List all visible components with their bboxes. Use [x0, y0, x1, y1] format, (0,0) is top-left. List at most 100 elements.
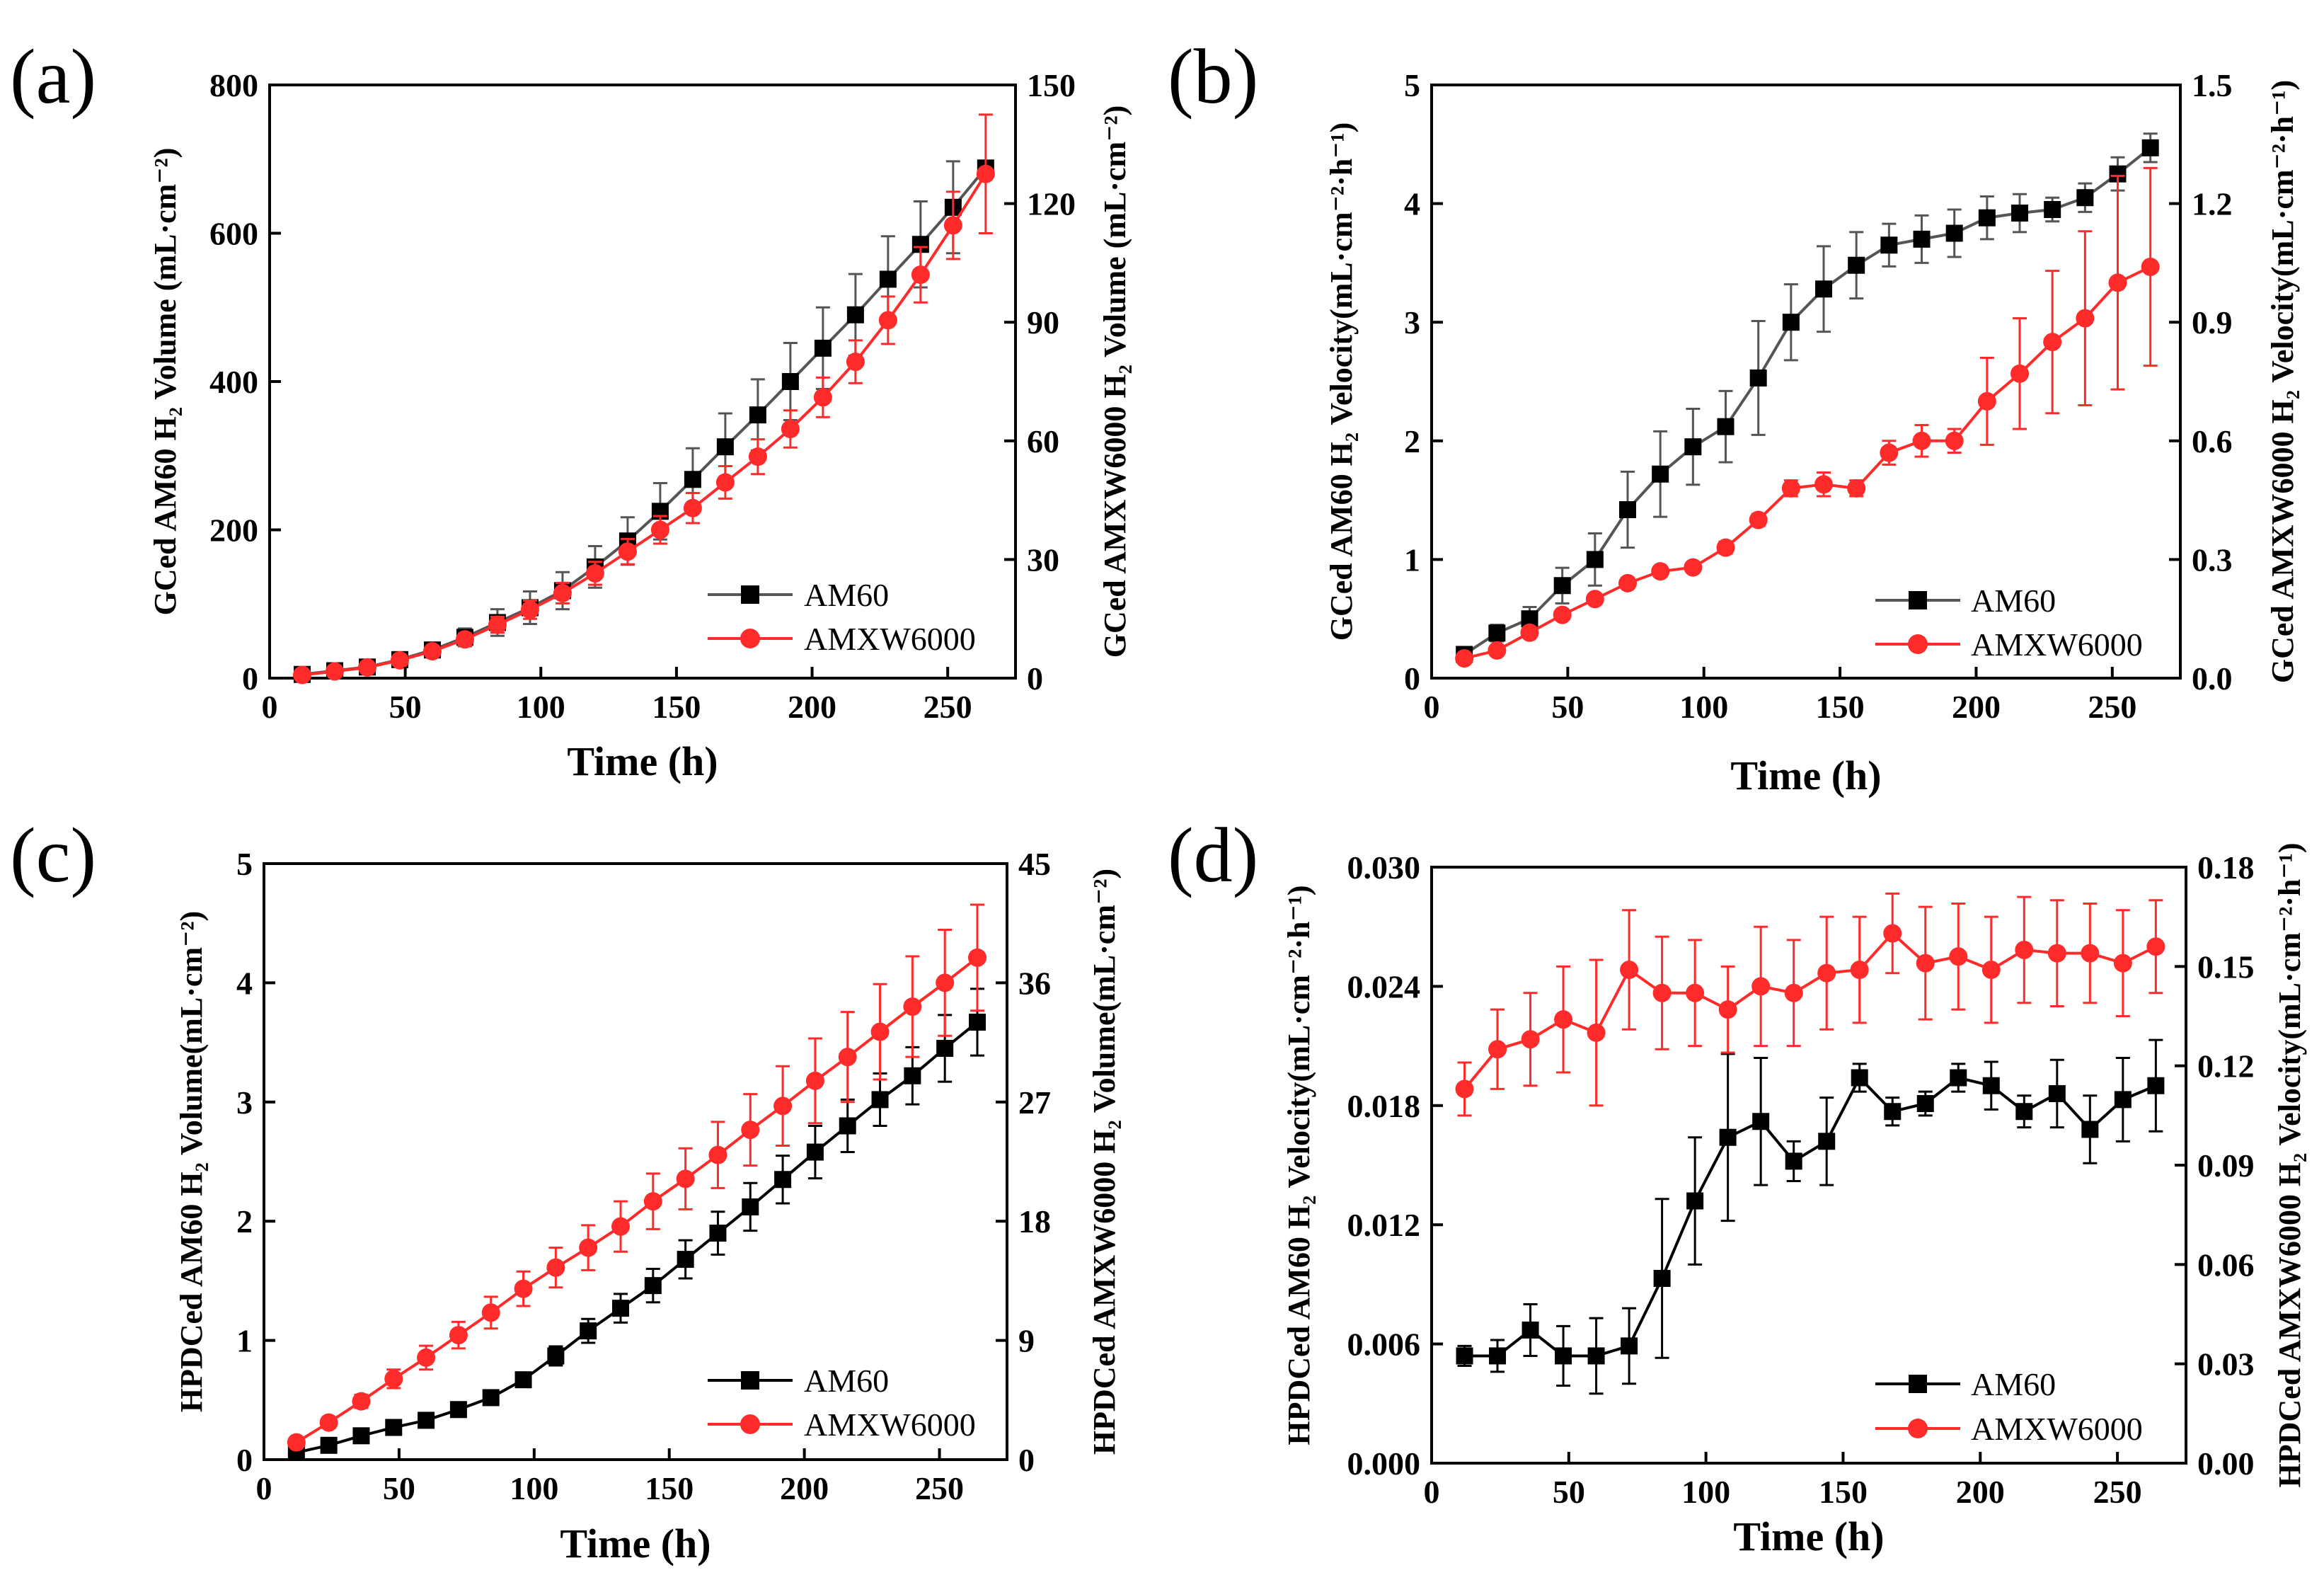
- panel-d-y-left-title: HPDCed AM60 H₂ Velocity(mL·cm⁻²·h⁻¹): [1282, 885, 1316, 1445]
- panel-b-series-am60-point: [2011, 205, 2029, 222]
- panel-d-y-right-tick-label: 0.18: [2197, 849, 2255, 886]
- panel-d-series-am60-point: [1489, 1347, 1507, 1365]
- panel-d-series-amxw6000-point: [2146, 937, 2165, 956]
- panel-c-x-tick-label: 250: [915, 1470, 964, 1506]
- panel-c-series-am60-point: [742, 1198, 759, 1215]
- panel-d-legend-marker-am60: [1909, 1375, 1927, 1393]
- panel-d-y-left-tick-label: 0.024: [1347, 968, 1421, 1004]
- panel-d-series-am60-point: [1456, 1347, 1473, 1365]
- panel-c-series-amxw6000-point: [514, 1279, 533, 1298]
- panel-d-series-am60-point: [2081, 1121, 2099, 1138]
- panel-a-y-left-tick-label: 200: [209, 512, 258, 549]
- panel-b-y-left-tick-label: 5: [1404, 67, 1420, 103]
- panel-d-series-am60: [1456, 1038, 2165, 1395]
- panel-c-y-left-tick-label: 5: [236, 846, 253, 882]
- panel-d-series-amxw6000-point: [1949, 947, 1968, 966]
- panel-c-series-am60-point: [774, 1171, 792, 1189]
- panel-b-series-amxw6000-point: [2043, 333, 2062, 352]
- panel-a-y-left-title: GCed AM60 H₂ Volume (mL·cm⁻²): [148, 148, 183, 616]
- panel-c-y-right-title: HPDCed AMXW6000 H₂ Volume(mL·cm⁻²): [1087, 869, 1122, 1455]
- panel-a-x-ticks: 0 50 100 150 200 250: [262, 667, 972, 725]
- panel-c-series-am60-point: [871, 1091, 889, 1109]
- panel-c-y-left-tick-label: 1: [236, 1323, 253, 1359]
- panel-a-series-am60-point: [749, 406, 766, 424]
- panel-a-series-amxw6000-point: [911, 265, 930, 285]
- panel-a-y-right-tick-label: 90: [1027, 304, 1059, 340]
- panel-b-series-amxw6000-point: [1977, 391, 1996, 411]
- panel-d-series-am60-point: [1982, 1077, 2000, 1094]
- panel-c-series-am60-point: [514, 1371, 532, 1389]
- panel-a-x-tick-label: 50: [389, 689, 422, 725]
- panel-b-series-amxw6000-point: [1618, 573, 1638, 592]
- panel-a-series-amxw6000-point: [846, 353, 865, 372]
- panel-b: (b) 0 50 100 150 200 250 0 1 2 3 4 5 0.0 0.3 0.6 0.9 1…: [1168, 33, 2300, 798]
- panel-c-y-left-tick-label: 4: [236, 965, 253, 1001]
- panel-b-series-amxw6000-point: [1455, 649, 1474, 668]
- panel-c-x-tick-label: 0: [256, 1470, 272, 1506]
- panel-b-series-amxw6000-point: [2011, 364, 2030, 383]
- panel-b-frame: [1430, 84, 2182, 680]
- panel-d-series-amxw6000-point: [1784, 983, 1803, 1002]
- panel-d-series-am60-point: [1785, 1152, 1802, 1170]
- panel-d-y-right-tick-label: 0.06: [2197, 1247, 2255, 1283]
- panel-d-series-amxw6000-point: [1718, 1000, 1737, 1019]
- panel-a-series-amxw6000-point: [715, 473, 735, 492]
- panel-c-legend-marker-am60: [741, 1371, 759, 1390]
- panel-c-x-tick-label: 150: [645, 1470, 694, 1506]
- panel-b-series-am60-point: [1815, 280, 1833, 298]
- panel-a-x-tick-label: 200: [788, 689, 836, 725]
- panel-b-series-amxw6000-point: [1684, 558, 1703, 577]
- panel-d-frame: [1430, 866, 2187, 1465]
- panel-d-plot: [1455, 892, 2165, 1395]
- panel-d-series-amxw6000-point: [1554, 1010, 1573, 1029]
- panel-c-series-am60-point: [449, 1401, 467, 1419]
- panel-b-series-amxw6000-point: [1880, 443, 1899, 462]
- panel-d-x-tick-label: 200: [1956, 1474, 2005, 1510]
- panel-b-y-left-tick-label: 1: [1404, 542, 1420, 578]
- panel-c-series-amxw6000-point: [838, 1048, 857, 1067]
- panel-d-x-tick-label: 0: [1424, 1474, 1440, 1510]
- panel-c-y-right-tick-label: 9: [1018, 1323, 1035, 1359]
- panel-c-series-amxw6000-point: [676, 1169, 695, 1189]
- panel-a-series-amxw6000-point: [488, 615, 507, 634]
- panel-a-label: (a): [10, 33, 96, 120]
- panel-c-series-am60-point: [969, 1013, 986, 1031]
- panel-a-x-tick-label: 100: [517, 689, 565, 725]
- panel-b-x-tick-label: 150: [1816, 689, 1865, 725]
- panel-a-series-amxw6000-point: [781, 420, 800, 439]
- panel-d-legend-label-amxw: AMXW6000: [1971, 1411, 2143, 1447]
- panel-b-legend: AM60 AMXW6000: [1875, 583, 2143, 663]
- panel-d-series-amxw6000-point: [1883, 924, 1902, 943]
- panel-d-series-amxw6000-line: [1463, 931, 2157, 1090]
- panel-a-series-amxw6000-point: [943, 216, 962, 235]
- panel-a-series-amxw6000-line: [301, 173, 987, 677]
- panel-a-series-amxw6000-point: [422, 642, 442, 661]
- panel-b-series-am60-point: [1684, 438, 1702, 456]
- panel-d-series-amxw6000-point: [2113, 954, 2132, 973]
- panel-a-y-left-tick-label: 800: [209, 67, 258, 103]
- panel-b-series-am60-point: [2076, 189, 2094, 207]
- panel-b-legend-label-amxw: AMXW6000: [1971, 626, 2143, 663]
- panel-c-y-left-tick-label: 2: [236, 1203, 253, 1239]
- panel-d: (d) 0 50 100 150 200 250 0.000 0.006 0.012 0.018…: [1168, 812, 2307, 1559]
- panel-c-y-right-tick-label: 0: [1018, 1442, 1035, 1478]
- panel-b-label: (b): [1168, 33, 1258, 120]
- panel-c-y-left-title: HPDCed AM60 H₂ Volume(mL·cm⁻²): [174, 911, 209, 1412]
- panel-b-x-tick-label: 200: [1952, 689, 2001, 725]
- panel-b-series-am60-point: [1913, 230, 1931, 248]
- panel-d-series-amxw6000-point: [1587, 1023, 1606, 1042]
- panel-d-series-amxw6000-point: [1521, 1030, 1540, 1049]
- panel-b-series-am60-line: [1463, 147, 2151, 656]
- panel-d-series-amxw6000-point: [1817, 963, 1836, 983]
- panel-c-series-amxw6000-point: [870, 1022, 890, 1041]
- panel-c-series-amxw6000-point: [805, 1071, 824, 1090]
- panel-b-series-am60-point: [1488, 624, 1506, 642]
- panel-b-legend-marker-am60: [1909, 591, 1927, 609]
- panel-b-series-am60-point: [1978, 209, 1996, 227]
- panel-b-series-amxw6000-line: [1463, 265, 2151, 660]
- panel-a-series-amxw6000-point: [813, 388, 832, 407]
- panel-a-series-amxw6000-point: [455, 630, 474, 649]
- panel-d-y-right-tick-label: 0.00: [2197, 1445, 2255, 1482]
